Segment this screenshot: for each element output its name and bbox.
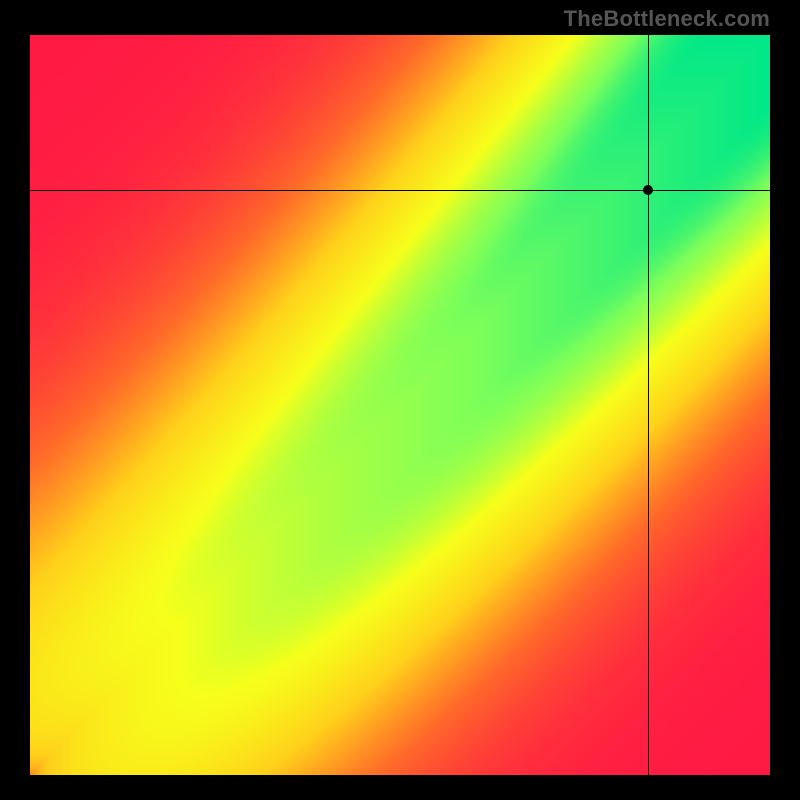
watermark-text: TheBottleneck.com <box>564 6 770 32</box>
crosshair-marker <box>643 185 653 195</box>
chart-container: TheBottleneck.com <box>0 0 800 800</box>
crosshair-horizontal <box>30 190 770 191</box>
bottleneck-heatmap <box>30 35 770 775</box>
crosshair-vertical <box>648 35 649 775</box>
